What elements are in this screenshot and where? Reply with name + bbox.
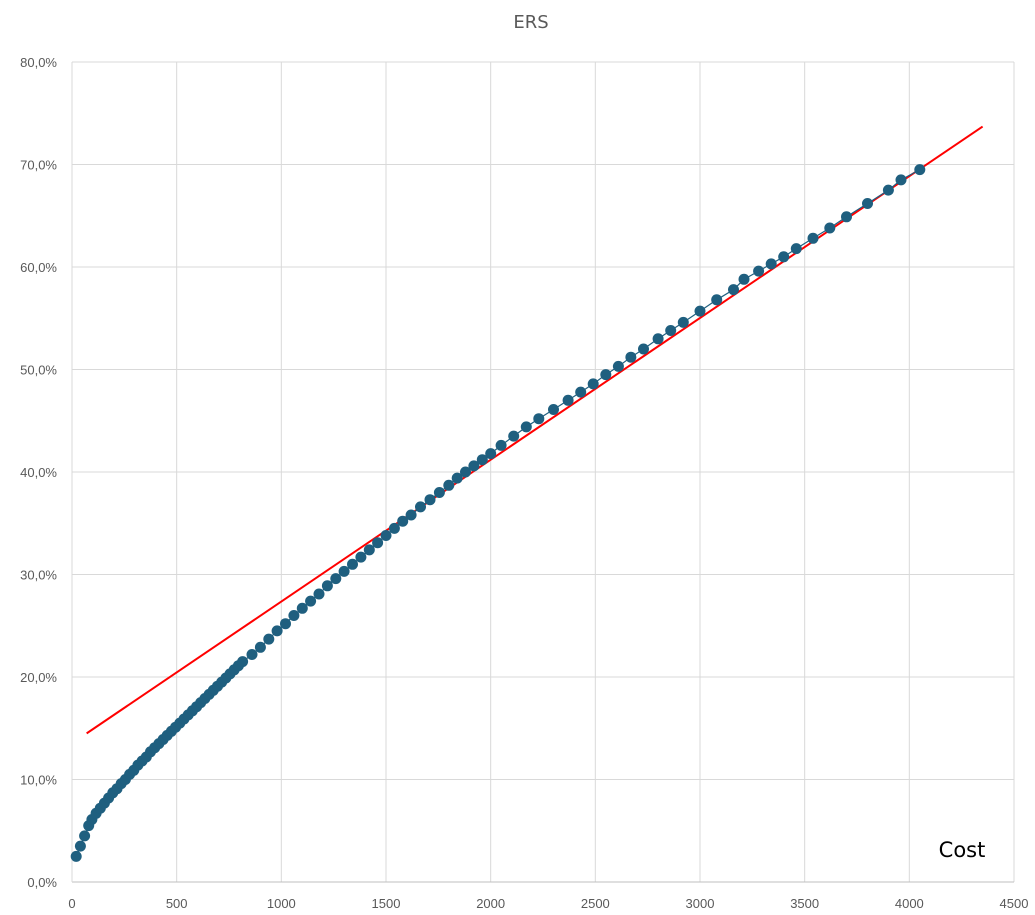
- data-point: [330, 573, 342, 585]
- data-point: [388, 522, 400, 534]
- data-point: [254, 641, 266, 653]
- data-point: [508, 430, 520, 442]
- data-point: [765, 258, 777, 270]
- data-point: [753, 265, 765, 277]
- y-tick-label: 70,0%: [20, 158, 57, 173]
- data-point: [520, 421, 532, 433]
- data-point: [433, 487, 445, 498]
- data-point: [638, 343, 649, 355]
- data-point: [485, 448, 497, 460]
- y-tick-label: 20,0%: [20, 670, 57, 685]
- data-point: [424, 494, 436, 506]
- data-point: [824, 222, 836, 234]
- data-point: [476, 454, 488, 466]
- data-point: [562, 394, 574, 406]
- data-point: [914, 164, 926, 176]
- y-tick-label: 50,0%: [20, 363, 57, 378]
- data-point: [548, 404, 559, 415]
- data-point: [738, 273, 750, 285]
- data-point: [778, 251, 790, 263]
- data-point: [728, 284, 739, 296]
- data-point: [600, 369, 612, 381]
- x-tick-label: 2500: [581, 896, 610, 911]
- series-line: [75, 169, 921, 857]
- data-point: [533, 413, 545, 425]
- data-point: [74, 840, 86, 852]
- data-points: [70, 164, 926, 862]
- data-point: [495, 439, 507, 451]
- data-point: [665, 325, 677, 336]
- data-point: [807, 232, 819, 244]
- x-tick-label: 3000: [686, 896, 715, 911]
- data-point: [587, 378, 599, 390]
- data-point: [363, 544, 375, 556]
- data-point: [895, 174, 907, 186]
- data-point: [468, 460, 480, 472]
- y-tick-labels: 0,0% 10,0% 20,0% 30,0% 40,0% 50,0% 60,0% 70,0% 8…: [20, 55, 57, 890]
- data-point: [271, 625, 283, 637]
- data-point: [280, 618, 291, 630]
- data-point: [263, 633, 275, 645]
- x-tick-label: 4000: [895, 896, 924, 911]
- data-point: [397, 515, 409, 527]
- data-point: [711, 294, 723, 306]
- gridlines: [72, 61, 1015, 882]
- x-tick-label: 3500: [790, 896, 819, 911]
- data-point: [841, 211, 852, 223]
- data-point: [313, 588, 325, 600]
- data-point: [70, 850, 82, 862]
- y-tick-label: 10,0%: [20, 773, 57, 788]
- chart-title: ERS: [513, 12, 548, 33]
- data-point: [321, 580, 333, 592]
- x-tick-label: 4500: [1000, 896, 1029, 911]
- data-point: [882, 184, 894, 196]
- data-point: [79, 830, 91, 842]
- x-tick-label: 0: [68, 896, 75, 911]
- y-tick-label: 80,0%: [20, 55, 57, 70]
- data-point: [246, 649, 258, 660]
- x-tick-label: 1000: [267, 896, 296, 911]
- data-point: [790, 243, 802, 255]
- data-point: [355, 551, 367, 563]
- data-point: [694, 305, 706, 317]
- y-tick-label: 30,0%: [20, 568, 57, 583]
- data-point: [460, 466, 471, 478]
- x-tick-label: 2000: [476, 896, 505, 911]
- x-tick-label: 500: [166, 896, 188, 911]
- data-point: [612, 360, 624, 372]
- data-point: [677, 316, 689, 328]
- x-tick-labels: 0 500 1000 1500 2000 2500 3000 3500 4000 4500: [68, 896, 1028, 911]
- axes: [71, 62, 1014, 883]
- data-point: [237, 656, 249, 668]
- y-tick-label: 0,0%: [27, 875, 57, 890]
- y-tick-label: 40,0%: [20, 465, 57, 480]
- data-point: [652, 333, 664, 345]
- data-point: [305, 595, 317, 607]
- data-point: [443, 479, 455, 491]
- data-point: [405, 509, 417, 521]
- data-point: [451, 472, 463, 484]
- data-point: [288, 610, 300, 621]
- x-tick-label: 1500: [372, 896, 401, 911]
- data-point: [296, 602, 308, 614]
- data-point: [575, 386, 587, 398]
- cost-annotation: Cost: [939, 838, 986, 862]
- data-point: [862, 198, 873, 209]
- data-point: [338, 565, 350, 577]
- data-point: [372, 537, 384, 549]
- data-point: [380, 530, 392, 541]
- data-point: [415, 501, 426, 513]
- y-tick-label: 60,0%: [20, 260, 57, 275]
- data-point: [625, 351, 637, 363]
- data-point: [347, 558, 358, 570]
